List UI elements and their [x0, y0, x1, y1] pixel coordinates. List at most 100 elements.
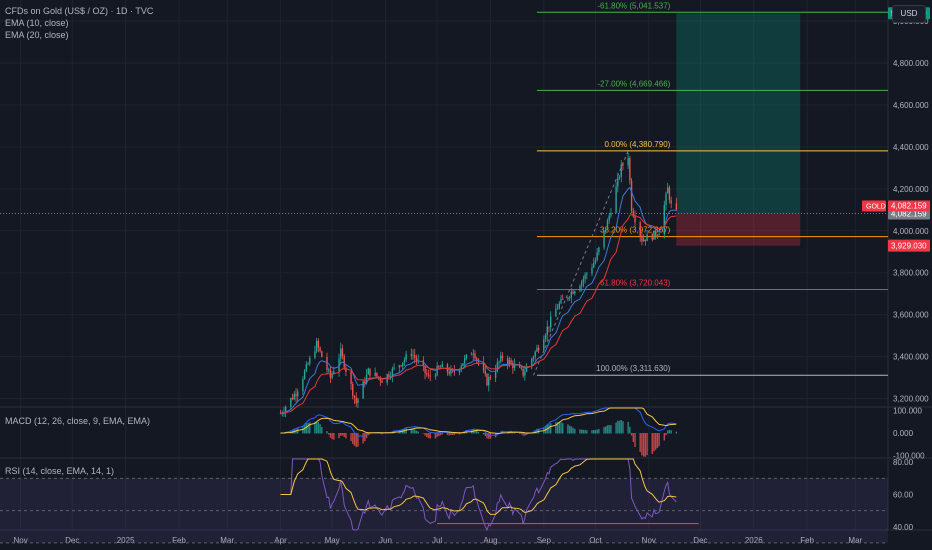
- candle[interactable]: [290, 397, 292, 408]
- candle[interactable]: [656, 235, 659, 237]
- candle[interactable]: [524, 371, 526, 376]
- candle[interactable]: [494, 370, 497, 379]
- candle[interactable]: [441, 364, 443, 367]
- position-stop-zone[interactable]: [676, 213, 801, 246]
- candle[interactable]: [510, 360, 512, 363]
- candle[interactable]: [333, 371, 335, 374]
- candle[interactable]: [389, 376, 392, 378]
- candle[interactable]: [594, 260, 597, 264]
- candle[interactable]: [429, 375, 431, 377]
- candle[interactable]: [670, 200, 672, 204]
- candle[interactable]: [489, 377, 492, 379]
- candle[interactable]: [654, 230, 657, 236]
- candle[interactable]: [434, 375, 437, 377]
- candle[interactable]: [439, 366, 442, 368]
- candle[interactable]: [544, 335, 547, 340]
- candle[interactable]: [486, 374, 488, 386]
- ema10-line[interactable]: [280, 186, 677, 414]
- candle[interactable]: [665, 193, 667, 206]
- candle[interactable]: [302, 378, 304, 392]
- candle[interactable]: [482, 362, 485, 371]
- candle[interactable]: [598, 247, 600, 253]
- candle[interactable]: [651, 234, 653, 240]
- ema10-legend[interactable]: EMA (10, close): [5, 18, 69, 28]
- ema20-line[interactable]: [280, 214, 677, 414]
- candle[interactable]: [470, 354, 473, 356]
- candle[interactable]: [675, 203, 678, 210]
- candle[interactable]: [345, 367, 347, 372]
- candle[interactable]: [580, 281, 583, 287]
- candle[interactable]: [291, 397, 294, 400]
- candle[interactable]: [618, 176, 621, 178]
- currency-button[interactable]: USD: [892, 5, 926, 23]
- candle[interactable]: [340, 348, 342, 359]
- candle[interactable]: [546, 326, 548, 336]
- candle[interactable]: [537, 347, 540, 351]
- candle[interactable]: [307, 363, 309, 365]
- candle[interactable]: [458, 369, 461, 373]
- candle[interactable]: [506, 358, 509, 365]
- candle[interactable]: [357, 398, 359, 404]
- candle[interactable]: [376, 372, 378, 377]
- candle[interactable]: [603, 231, 605, 248]
- candle[interactable]: [560, 298, 562, 304]
- candle[interactable]: [555, 309, 557, 317]
- candle[interactable]: [405, 354, 407, 360]
- candle[interactable]: [424, 365, 426, 374]
- candle[interactable]: [572, 291, 574, 294]
- candle[interactable]: [317, 340, 320, 348]
- candle[interactable]: [279, 413, 282, 415]
- ema20-legend[interactable]: EMA (20, close): [5, 30, 69, 40]
- candle[interactable]: [531, 358, 533, 367]
- candle[interactable]: [525, 366, 528, 372]
- candle[interactable]: [381, 380, 383, 383]
- macd-signal-line[interactable]: [280, 407, 677, 434]
- candle[interactable]: [414, 354, 416, 358]
- candle[interactable]: [620, 164, 622, 177]
- candle[interactable]: [475, 358, 478, 360]
- candle[interactable]: [305, 364, 308, 371]
- candle[interactable]: [584, 274, 586, 279]
- candle[interactable]: [303, 370, 306, 379]
- candle[interactable]: [639, 222, 641, 237]
- candle[interactable]: [460, 365, 462, 370]
- candle[interactable]: [642, 239, 645, 242]
- candle[interactable]: [412, 354, 414, 356]
- candle[interactable]: [586, 273, 588, 275]
- candle[interactable]: [641, 236, 643, 242]
- candle[interactable]: [591, 267, 593, 274]
- candle[interactable]: [508, 360, 511, 365]
- candle[interactable]: [548, 326, 550, 328]
- candle[interactable]: [453, 370, 456, 373]
- candle[interactable]: [574, 291, 576, 294]
- candle[interactable]: [582, 278, 585, 282]
- candle[interactable]: [562, 298, 564, 300]
- candle[interactable]: [532, 356, 535, 359]
- candle[interactable]: [448, 371, 450, 374]
- candle[interactable]: [327, 369, 330, 371]
- candle[interactable]: [410, 354, 413, 356]
- candle[interactable]: [338, 358, 340, 372]
- candle[interactable]: [374, 372, 376, 376]
- candle[interactable]: [474, 353, 476, 359]
- candle[interactable]: [462, 363, 464, 366]
- candle[interactable]: [519, 364, 521, 368]
- candle[interactable]: [403, 359, 406, 363]
- candle[interactable]: [500, 355, 502, 362]
- candle[interactable]: [415, 357, 418, 361]
- candle[interactable]: [617, 177, 619, 187]
- candle[interactable]: [522, 368, 524, 376]
- candle[interactable]: [367, 368, 369, 375]
- candle[interactable]: [438, 366, 440, 368]
- candle[interactable]: [422, 360, 425, 366]
- candle[interactable]: [400, 365, 402, 367]
- candle[interactable]: [284, 407, 287, 413]
- candle[interactable]: [484, 370, 487, 375]
- candle[interactable]: [379, 377, 382, 381]
- candle[interactable]: [331, 373, 333, 378]
- candle[interactable]: [667, 187, 669, 194]
- candle[interactable]: [605, 229, 607, 232]
- candle[interactable]: [658, 234, 660, 236]
- candle[interactable]: [319, 347, 321, 352]
- candle[interactable]: [536, 347, 538, 352]
